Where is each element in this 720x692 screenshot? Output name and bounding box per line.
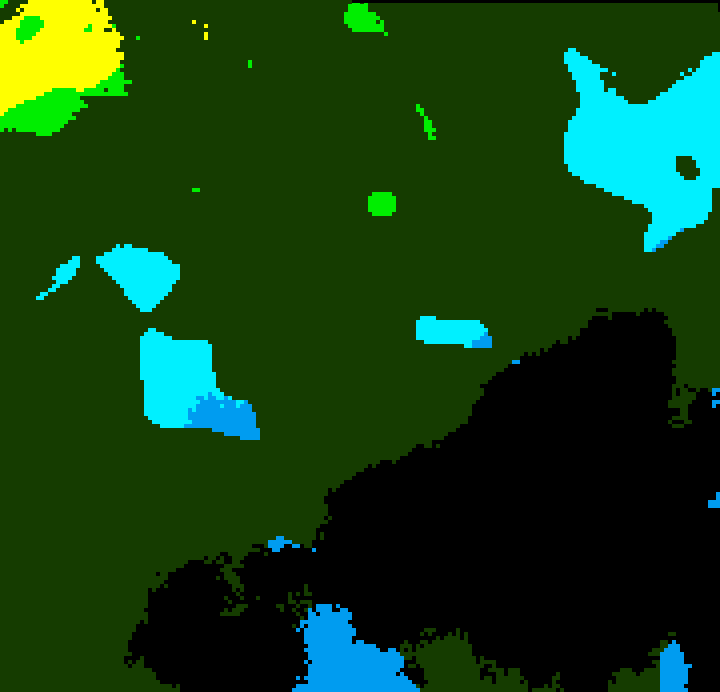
classified-raster-canvas — [0, 0, 720, 692]
raster-map-viewport — [0, 0, 720, 692]
